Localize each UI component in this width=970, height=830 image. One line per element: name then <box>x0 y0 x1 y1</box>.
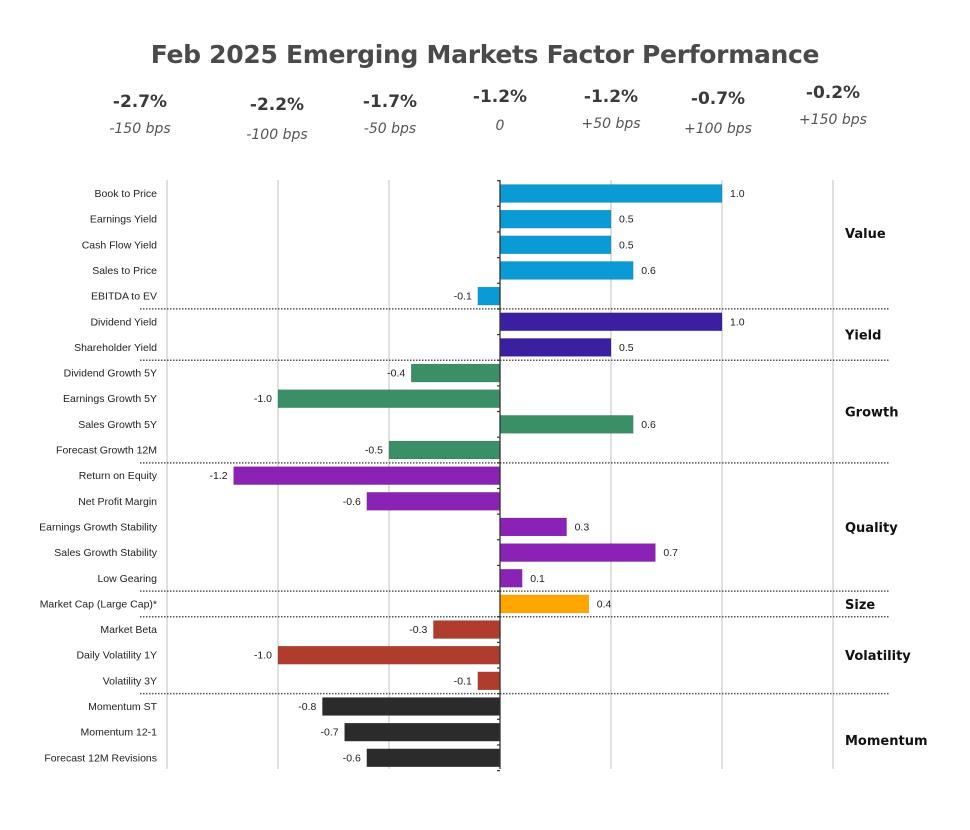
category-label: Earnings Growth Stability <box>39 521 158 533</box>
bar <box>322 697 501 716</box>
data-label: 0.1 <box>530 573 545 585</box>
bar <box>499 594 590 614</box>
bar <box>366 491 501 511</box>
data-label: 0.7 <box>663 547 678 559</box>
bar <box>433 620 501 639</box>
category-label: Dividend Yield <box>90 316 157 328</box>
scenario-6: -0.2% +150 bps <box>773 83 893 128</box>
data-label: 0.3 <box>575 521 590 533</box>
category-label: Momentum 12-1 <box>81 727 158 739</box>
bar <box>277 389 501 409</box>
data-label: 0.5 <box>619 214 634 226</box>
bar <box>477 671 501 691</box>
category-label: Earnings Yield <box>90 214 157 226</box>
scenario-rate-shift: +150 bps <box>799 112 867 128</box>
data-label: 1.0 <box>730 188 745 200</box>
scenario-rate-shift: +100 bps <box>684 121 752 137</box>
data-label: 0.5 <box>619 239 634 251</box>
data-label: 0.6 <box>641 419 656 431</box>
bar <box>344 722 501 742</box>
scenario-rate-shift: -150 bps <box>109 121 171 137</box>
category-label: Net Profit Margin <box>78 496 157 508</box>
bar <box>499 568 523 588</box>
data-label: -0.4 <box>387 368 405 380</box>
group-label: Value <box>845 227 886 242</box>
data-label: -1.2 <box>210 470 228 482</box>
category-label: Forecast 12M Revisions <box>44 752 157 764</box>
scenario-return: -0.2% <box>805 83 861 103</box>
bar <box>410 363 501 383</box>
bar <box>499 543 656 562</box>
category-label: Earnings Growth 5Y <box>63 393 157 405</box>
category-label: Sales Growth Stability <box>54 547 157 559</box>
data-label: -0.1 <box>454 291 472 303</box>
bar <box>499 312 723 332</box>
scenario-0: -2.7% -150 bps <box>80 92 200 137</box>
category-label: Dividend Growth 5Y <box>64 368 157 380</box>
data-label: -0.3 <box>409 624 427 636</box>
data-label: -1.0 <box>254 650 272 662</box>
data-label: 0.4 <box>597 598 612 610</box>
group-label: Momentum <box>845 734 928 749</box>
data-label: -0.8 <box>298 701 316 713</box>
group-label: Growth <box>845 406 899 421</box>
category-label: Sales Growth 5Y <box>78 419 157 431</box>
chart-title: Feb 2025 Emerging Markets Factor Perform… <box>150 40 820 69</box>
scenario-return: -1.2% <box>472 87 528 107</box>
scenario-5: -0.7% +100 bps <box>658 89 778 137</box>
category-label: Low Gearing <box>97 573 157 585</box>
scenario-4: -1.2% +50 bps <box>551 87 671 132</box>
data-label: -0.6 <box>343 496 361 508</box>
bar <box>499 415 634 434</box>
category-label: Cash Flow Yield <box>82 239 157 251</box>
scenario-rate-shift: +50 bps <box>581 116 641 132</box>
scenario-1: -2.2% -100 bps <box>217 95 337 143</box>
category-label: EBITDA to EV <box>91 291 157 303</box>
scenario-rate-shift: 0 <box>495 118 505 134</box>
category-label: Daily Volatility 1Y <box>76 650 157 662</box>
bar <box>499 517 567 537</box>
data-label: -1.0 <box>254 393 272 405</box>
scenario-return: -1.7% <box>362 92 418 112</box>
group-label: Size <box>845 598 875 613</box>
bar <box>499 261 634 280</box>
group-label: Quality <box>845 521 898 536</box>
category-label: Market Cap (Large Cap)* <box>40 598 157 610</box>
category-label: Book to Price <box>95 188 158 200</box>
bar <box>388 440 501 460</box>
bar <box>277 645 501 665</box>
data-label: -0.6 <box>343 752 361 764</box>
category-label: Sales to Price <box>92 265 157 277</box>
scenario-rate-shift: -100 bps <box>246 127 308 143</box>
scenario-return: -0.7% <box>690 89 746 109</box>
bar <box>499 235 612 255</box>
bar <box>233 466 501 485</box>
group-label: Yield <box>844 329 881 344</box>
scenario-return: -2.7% <box>112 92 168 112</box>
data-label: 0.6 <box>641 265 656 277</box>
scenario-return: -2.2% <box>249 95 305 115</box>
data-label: 1.0 <box>730 316 745 328</box>
data-label: 0.5 <box>619 342 634 354</box>
category-label: Momentum ST <box>88 701 157 713</box>
group-label: Volatility <box>845 649 911 664</box>
scenario-2: -1.7% -50 bps <box>330 92 450 137</box>
scenario-return: -1.2% <box>583 87 639 107</box>
category-label: Market Beta <box>100 624 157 636</box>
scenario-3: -1.2% 0 <box>440 87 560 134</box>
category-label: Return on Equity <box>79 470 158 482</box>
data-label: -0.5 <box>365 445 383 457</box>
bar <box>499 184 723 203</box>
bar <box>499 338 612 357</box>
category-label: Shareholder Yield <box>74 342 157 354</box>
bar <box>499 209 612 229</box>
data-label: -0.1 <box>454 675 472 687</box>
bar <box>366 748 501 768</box>
category-label: Forecast Growth 12M <box>56 445 157 457</box>
bar <box>477 286 501 306</box>
scenario-rate-shift: -50 bps <box>363 121 417 137</box>
data-label: -0.7 <box>321 727 339 739</box>
category-label: Volatility 3Y <box>103 675 157 687</box>
